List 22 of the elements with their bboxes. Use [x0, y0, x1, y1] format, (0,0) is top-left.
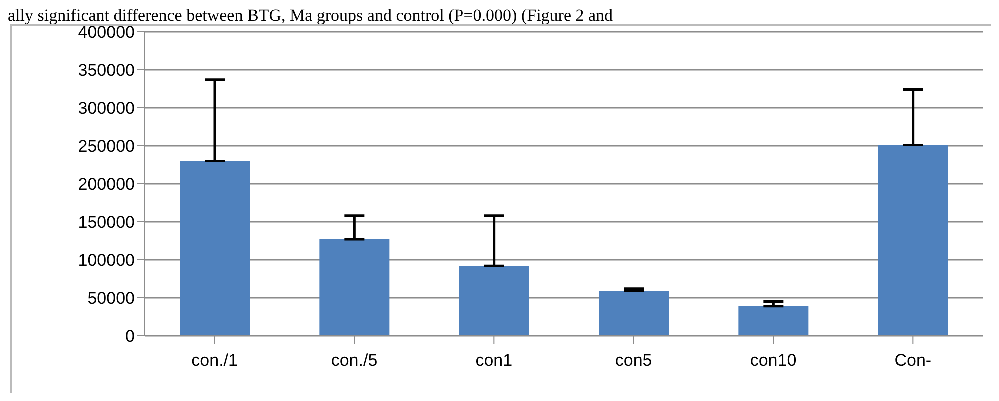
y-tick-label: 100000 — [78, 251, 135, 270]
x-tick-label: con5 — [615, 351, 652, 370]
bar — [320, 239, 390, 336]
x-tick-label: con1 — [476, 351, 513, 370]
y-tick-label: 250000 — [78, 137, 135, 156]
y-tick-label: 0 — [126, 327, 135, 346]
x-tick-label: con10 — [750, 351, 797, 370]
bar — [599, 291, 669, 336]
x-tick-label: con./1 — [192, 351, 238, 370]
bar — [180, 161, 250, 336]
y-tick-label: 50000 — [88, 289, 135, 308]
y-tick-label: 300000 — [78, 99, 135, 118]
y-tick-label: 350000 — [78, 61, 135, 80]
bar — [459, 266, 530, 336]
x-tick-label: con./5 — [331, 351, 378, 370]
y-tick-label: 200000 — [78, 175, 135, 194]
y-tick-label: 400000 — [78, 23, 135, 42]
bar — [878, 145, 948, 336]
bar — [738, 306, 809, 336]
y-tick-label: 150000 — [78, 213, 135, 232]
text: ally significant difference between BTG, Ma groups and control (P=0.000) (Figure 2 and — [8, 7, 614, 26]
x-tick-label: Con- — [894, 351, 932, 370]
